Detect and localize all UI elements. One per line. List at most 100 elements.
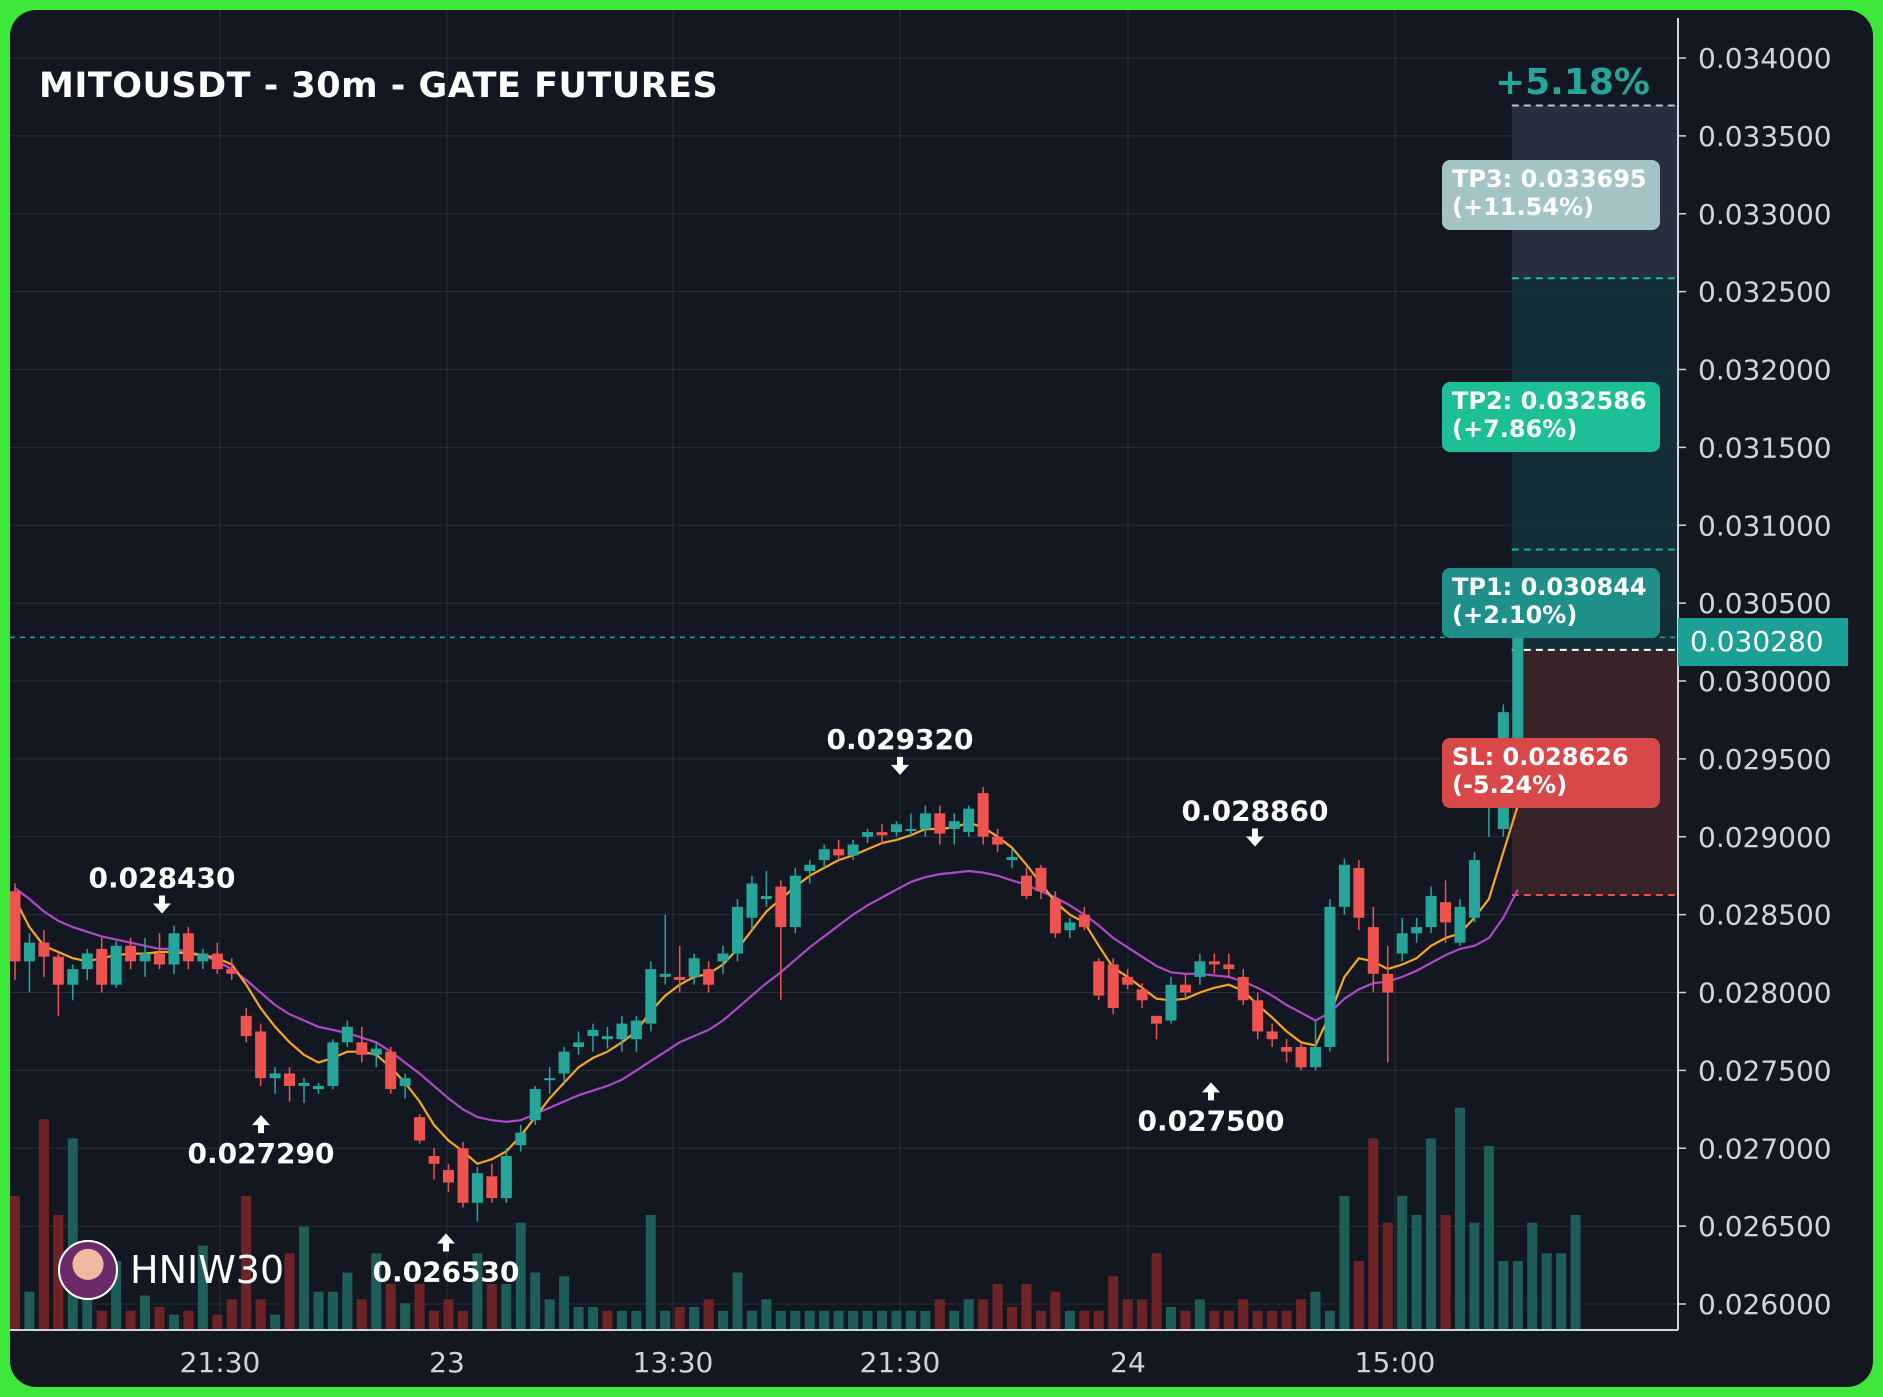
price-tick-label: 0.026500 xyxy=(1698,1210,1832,1243)
volume-bar xyxy=(38,1119,49,1330)
candle-body xyxy=(645,969,657,1024)
volume-bar xyxy=(963,1299,974,1330)
volume-bar xyxy=(270,1314,281,1330)
candle-body xyxy=(240,1015,252,1037)
candle xyxy=(818,844,830,868)
candle-body xyxy=(399,1078,411,1086)
candle xyxy=(789,867,801,934)
annotation-label: 0.029320 xyxy=(826,723,973,756)
volume-bar xyxy=(140,1295,151,1330)
candle xyxy=(67,964,79,1001)
candle xyxy=(428,1148,440,1180)
arrow-down-icon xyxy=(153,895,171,914)
volume-bar xyxy=(877,1310,887,1330)
candle xyxy=(963,805,975,837)
candle-body xyxy=(1122,976,1134,985)
candle-body xyxy=(1382,973,1394,993)
candle xyxy=(182,927,194,970)
candle-body xyxy=(1512,637,1524,744)
candle xyxy=(1411,917,1423,943)
candle-body xyxy=(674,976,686,981)
candle xyxy=(81,948,93,981)
candle-body xyxy=(1295,1047,1307,1068)
candle xyxy=(760,871,772,907)
volume-bar xyxy=(1368,1138,1379,1330)
volume-bar xyxy=(1483,1146,1494,1330)
candle-body xyxy=(1049,899,1061,934)
candle-body xyxy=(1208,961,1220,965)
candle xyxy=(226,958,238,981)
candle xyxy=(385,1047,397,1094)
tp3-label: TP3: 0.033695 (+11.54%) xyxy=(1442,160,1660,230)
volume-bar xyxy=(674,1307,685,1330)
candle-body xyxy=(1281,1047,1293,1052)
candle xyxy=(992,828,1004,853)
candle xyxy=(645,961,657,1032)
candle-body xyxy=(1324,906,1336,1048)
candle-body xyxy=(385,1051,397,1090)
candle-body xyxy=(67,969,79,985)
tp1-label: TP1: 0.030844 (+2.10%) xyxy=(1442,568,1660,638)
candle-body xyxy=(1266,1031,1278,1040)
candle-body xyxy=(443,1170,454,1183)
candle-body xyxy=(760,895,772,900)
candle-body xyxy=(23,942,35,962)
annotation-label: 0.027500 xyxy=(1137,1104,1284,1137)
price-annotation: 0.027290 xyxy=(187,1115,335,1170)
candle-body xyxy=(154,953,165,965)
tp3-price: TP3: 0.033695 xyxy=(1452,165,1647,193)
volume-bar xyxy=(1180,1310,1191,1330)
candle xyxy=(573,1031,585,1055)
candle xyxy=(110,941,122,988)
volume-bar xyxy=(1151,1253,1162,1330)
candle xyxy=(746,875,758,931)
candle xyxy=(515,1124,527,1152)
candle xyxy=(168,925,180,974)
candle-body xyxy=(182,933,194,962)
price-tick-label: 0.029500 xyxy=(1698,743,1832,776)
price-tick-label: 0.030000 xyxy=(1698,665,1832,698)
candle-body xyxy=(211,953,223,970)
volume-bar xyxy=(1166,1307,1176,1330)
candle xyxy=(255,1023,267,1086)
candle xyxy=(876,824,888,845)
avatar xyxy=(58,1240,118,1300)
time-tick-label: 13:30 xyxy=(633,1346,714,1379)
volume-bar xyxy=(226,1299,237,1330)
candle-body xyxy=(703,969,715,985)
volume-bar xyxy=(168,1314,179,1330)
volume-bar xyxy=(573,1307,584,1330)
candle xyxy=(1440,880,1452,943)
candle-body xyxy=(341,1026,353,1043)
candle-body xyxy=(1310,1047,1321,1068)
candle xyxy=(1468,852,1480,923)
price-tick-label: 0.028000 xyxy=(1698,977,1832,1010)
candle xyxy=(905,813,917,837)
candle xyxy=(1338,858,1350,915)
stop-loss-label: SL: 0.028626 (-5.24%) xyxy=(1442,738,1660,808)
volume-bar xyxy=(1541,1253,1552,1330)
arrow-down-icon xyxy=(1246,828,1264,847)
volume-bar xyxy=(1223,1310,1234,1330)
candle-body xyxy=(1006,856,1018,861)
candle xyxy=(587,1023,599,1052)
candle xyxy=(558,1047,570,1083)
candle xyxy=(674,945,686,993)
candle-body xyxy=(1194,961,1206,977)
volume-bar xyxy=(125,1310,136,1330)
candle xyxy=(154,933,165,970)
chart-title: MITOUSDT - 30m - GATE FUTURES xyxy=(39,66,719,106)
price-annotation: 0.027500 xyxy=(1137,1082,1285,1137)
volume-bar xyxy=(1122,1299,1133,1330)
tp2-label: TP2: 0.032586 (+7.86%) xyxy=(1442,382,1660,452)
candle-body xyxy=(139,953,151,962)
volume-bar xyxy=(1570,1215,1581,1330)
price-annotation: 0.029320 xyxy=(826,723,974,775)
candle-body xyxy=(298,1082,310,1086)
volume-bar xyxy=(1512,1261,1523,1330)
candle-body xyxy=(847,844,859,856)
candle xyxy=(1093,958,1105,1001)
candle xyxy=(298,1078,310,1104)
candle-body xyxy=(833,849,845,856)
candle xyxy=(1194,953,1206,985)
